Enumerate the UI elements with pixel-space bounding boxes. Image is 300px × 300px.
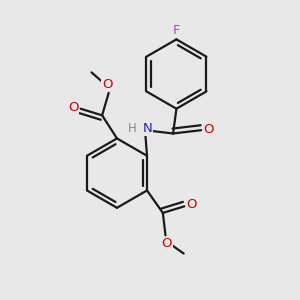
Text: O: O: [186, 199, 197, 212]
Text: O: O: [162, 238, 172, 250]
Text: O: O: [68, 101, 79, 114]
Text: O: O: [102, 78, 112, 91]
Text: H: H: [128, 122, 137, 135]
Text: F: F: [173, 24, 180, 37]
Text: O: O: [203, 123, 214, 136]
Text: N: N: [143, 122, 153, 135]
